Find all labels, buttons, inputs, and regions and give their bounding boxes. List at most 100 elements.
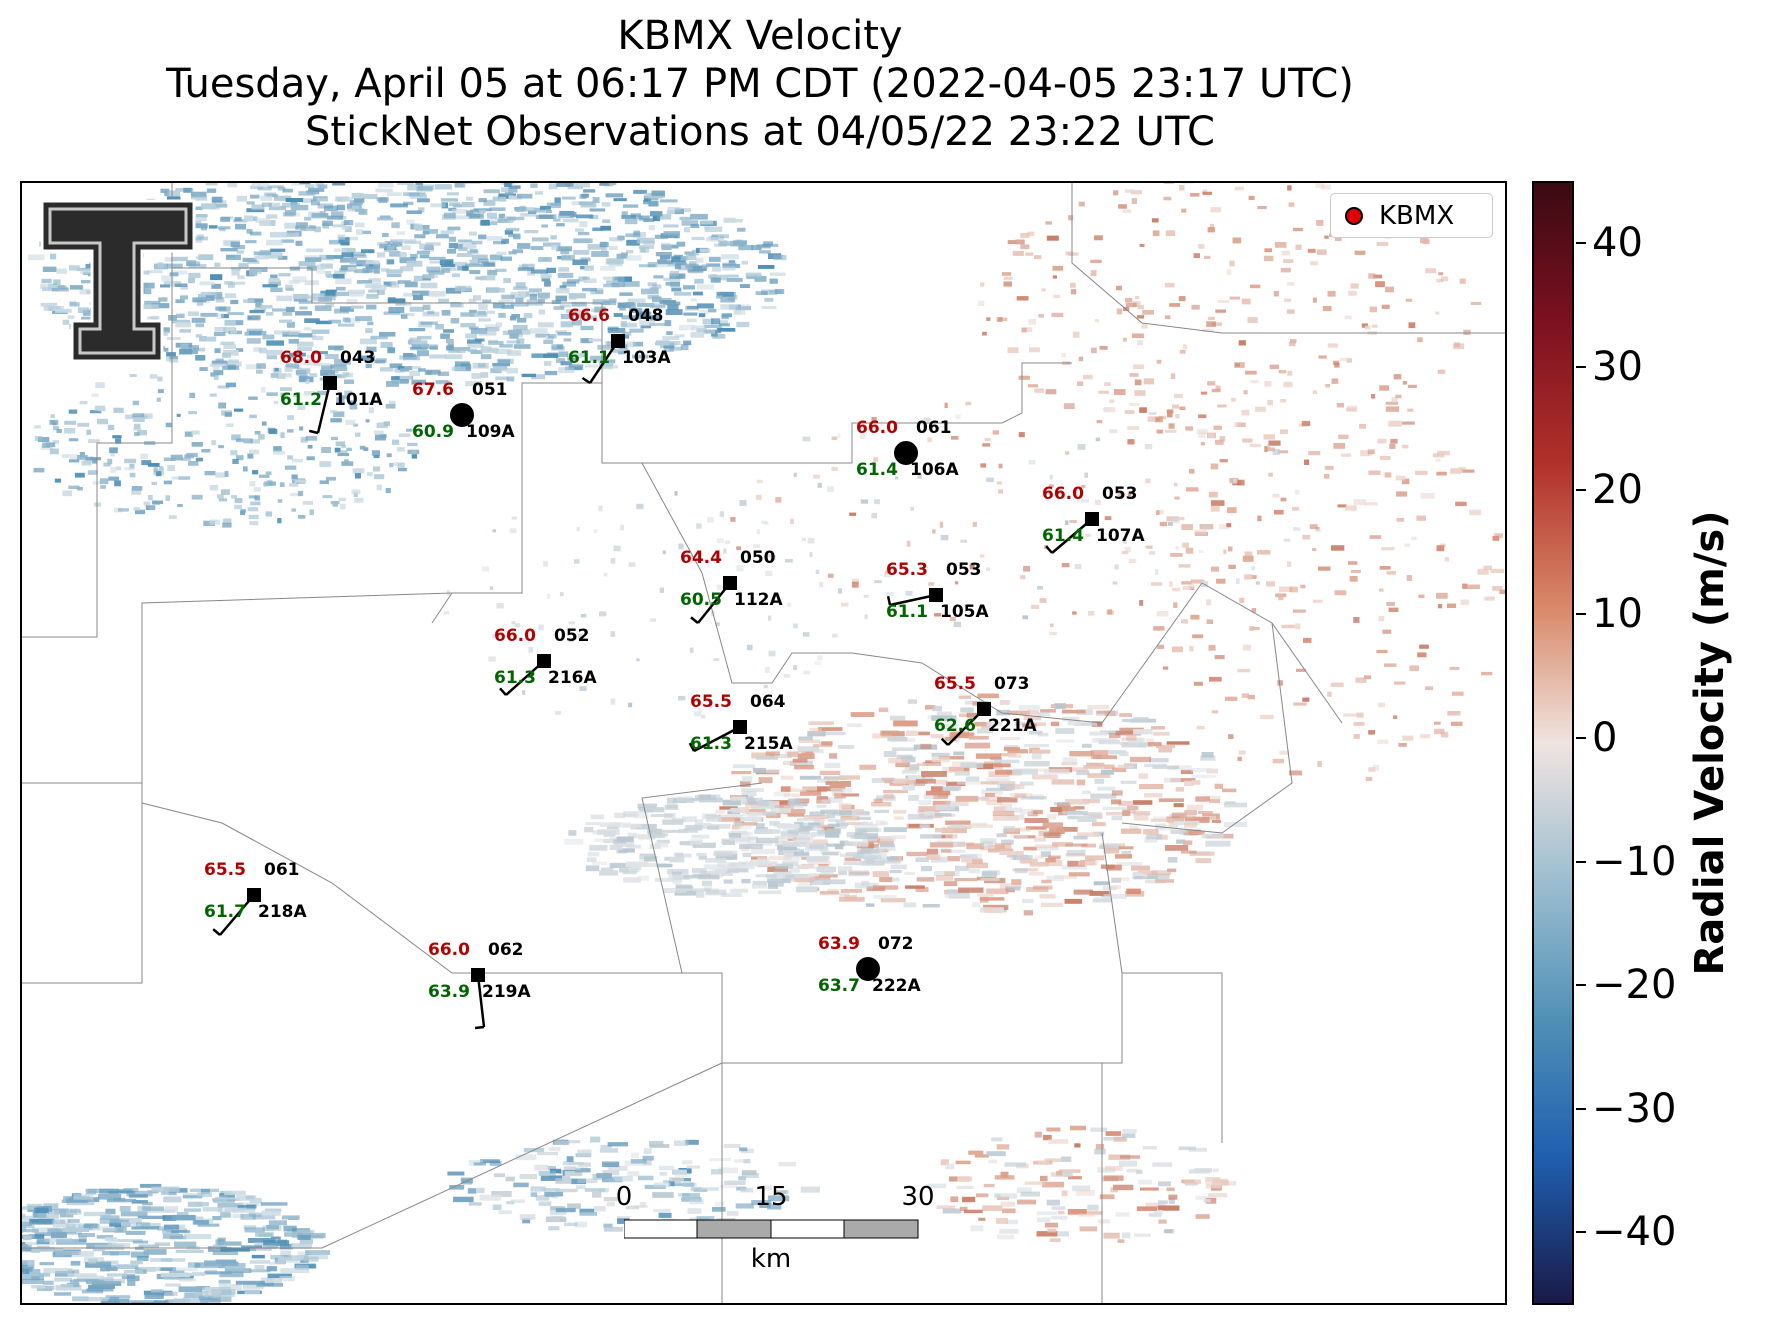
radar-echo-bin <box>643 807 665 813</box>
radar-echo-bin <box>680 256 688 261</box>
radar-echo-bin <box>1042 822 1064 829</box>
radar-echo-bin <box>88 1258 98 1264</box>
radar-echo-bin <box>794 877 814 883</box>
station-id: 218A <box>258 902 307 922</box>
radar-echo-bin <box>50 253 57 260</box>
radar-echo-bin <box>965 776 980 782</box>
radar-echo-bin <box>448 236 456 242</box>
radar-echo-bin <box>1097 1219 1110 1224</box>
radar-echo-bin <box>1020 244 1030 250</box>
radar-echo-bin <box>365 363 372 369</box>
radar-echo-bin <box>614 841 635 847</box>
radar-echo-bin <box>827 823 840 827</box>
radar-echo-bin <box>1375 281 1385 288</box>
radar-echo-bin <box>1216 578 1226 584</box>
radar-echo-bin <box>657 829 681 833</box>
radar-echo-bin <box>1166 816 1184 823</box>
radar-echo-bin <box>1052 275 1057 279</box>
radar-echo-bin <box>1361 323 1368 328</box>
radar-echo-bin <box>492 1204 502 1210</box>
radar-echo-bin <box>413 275 431 282</box>
radar-echo-bin <box>177 504 183 508</box>
radar-echo-bin <box>81 279 95 284</box>
radar-echo-bin <box>1106 811 1129 816</box>
radar-echo-bin <box>795 839 810 844</box>
radar-echo-bin <box>67 315 75 319</box>
radar-echo-bin <box>1242 555 1254 562</box>
radar-echo-bin <box>943 881 958 887</box>
radar-echo-bin <box>1024 817 1049 823</box>
radar-echo-bin <box>1340 357 1350 362</box>
radar-echo-bin <box>924 811 935 816</box>
radar-echo-bin <box>980 846 999 851</box>
radar-echo-bin <box>110 453 115 457</box>
radar-echo-bin <box>610 557 616 564</box>
radar-echo-bin <box>258 474 270 478</box>
radar-echo-bin <box>1494 533 1503 539</box>
radar-echo-bin <box>917 473 922 479</box>
radar-echo-bin <box>968 1150 984 1155</box>
radar-echo-bin <box>399 257 417 264</box>
radar-echo-bin <box>921 771 947 777</box>
radar-echo-bin <box>317 390 329 396</box>
radar-echo-bin <box>441 268 451 273</box>
radar-echo-bin <box>240 510 246 515</box>
radar-echo-bin <box>440 230 454 235</box>
radar-echo-bin <box>808 721 834 725</box>
radar-echo-bin <box>1075 1190 1095 1196</box>
radar-echo-bin <box>225 382 237 388</box>
radar-echo-bin <box>607 326 619 331</box>
radar-echo-bin <box>546 593 550 599</box>
radar-echo-bin <box>839 896 865 902</box>
radar-echo-bin <box>62 1227 89 1233</box>
radar-echo-bin <box>1037 712 1050 717</box>
radar-echo-bin <box>564 1171 583 1177</box>
radar-echo-bin <box>462 265 469 271</box>
radar-echo-bin <box>222 518 232 524</box>
radar-echo-bin <box>320 369 339 374</box>
radar-echo-bin <box>1090 793 1117 799</box>
radar-echo-bin <box>991 1137 1003 1142</box>
radar-echo-bin <box>1338 434 1349 439</box>
radar-echo-bin <box>706 263 721 267</box>
radar-echo-bin <box>362 263 369 267</box>
station-wind-direction: 062 <box>488 940 524 960</box>
radar-echo-bin <box>366 304 377 310</box>
radar-echo-bin <box>1336 402 1345 408</box>
radar-echo-bin <box>495 322 503 328</box>
radar-echo-bin <box>295 240 303 246</box>
radar-echo-bin <box>299 375 308 381</box>
radar-echo-bin <box>884 779 893 784</box>
radar-echo-bin <box>290 200 298 205</box>
radar-echo-bin <box>1239 597 1245 603</box>
radar-echo-bin <box>598 505 603 512</box>
radar-echo-bin <box>778 1162 796 1167</box>
radar-echo-bin <box>895 476 899 480</box>
radar-echo-bin <box>1164 183 1174 184</box>
radar-echo-bin <box>276 373 286 379</box>
radar-echo-bin <box>560 313 574 319</box>
radar-echo-bin <box>550 235 557 240</box>
radar-echo-bin <box>546 202 562 206</box>
station-marker-101A <box>308 376 337 435</box>
radar-echo-bin <box>340 395 347 399</box>
radar-echo-bin <box>519 1214 536 1220</box>
radar-echo-bin <box>486 236 503 241</box>
radar-echo-bin <box>1241 409 1250 416</box>
radar-echo-bin <box>1061 762 1078 766</box>
radar-echo-bin <box>1203 524 1210 530</box>
radar-echo-bin <box>1087 1204 1099 1211</box>
radar-echo-bin <box>304 216 312 221</box>
radar-echo-bin <box>31 1247 41 1253</box>
radar-echo-bin <box>454 361 470 366</box>
colorbar-tick-label: −20 <box>1592 962 1677 1008</box>
radar-echo-bin <box>758 800 769 807</box>
radar-echo-bin <box>234 498 243 504</box>
radar-echo-bin <box>697 823 712 829</box>
radar-echo-bin <box>437 371 450 376</box>
station-wind-direction: 051 <box>472 380 508 400</box>
radar-echo-bin <box>1133 811 1150 816</box>
wind-barb-flag-icon <box>886 595 892 606</box>
radar-echo-bin <box>348 400 353 405</box>
radar-echo-bin <box>1287 561 1292 567</box>
